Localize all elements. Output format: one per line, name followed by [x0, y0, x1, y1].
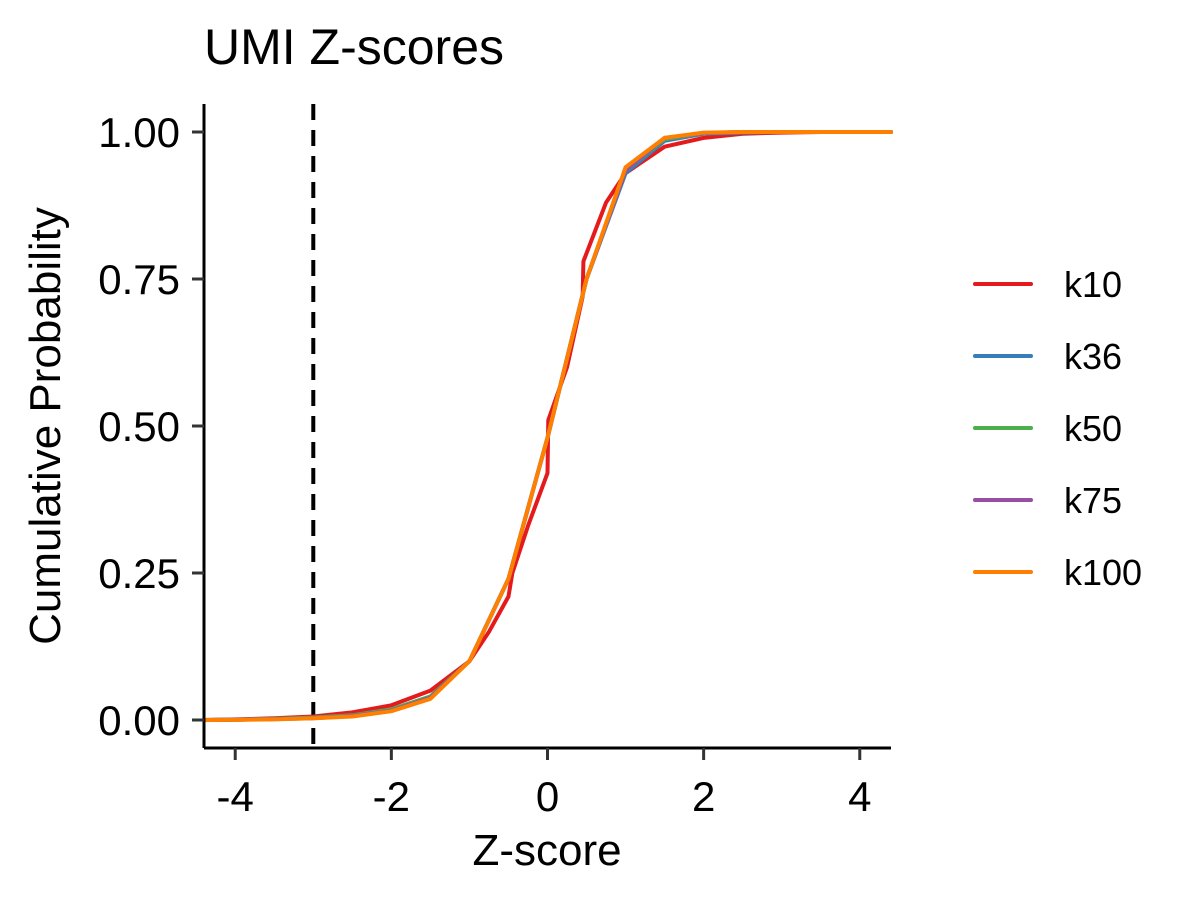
x-tick-label: -2 — [373, 773, 410, 820]
y-tick-label: 0.00 — [98, 697, 180, 744]
legend-label-k100: k100 — [1064, 552, 1142, 593]
y-axis-title: Cumulative Probability — [21, 207, 70, 645]
x-tick-label: 0 — [536, 773, 559, 820]
y-tick-label: 0.75 — [98, 256, 180, 303]
y-tick-label: 1.00 — [98, 109, 180, 156]
x-tick-label: -4 — [217, 773, 254, 820]
series-line-k10 — [202, 130, 893, 722]
chart-title: UMI Z-scores — [204, 19, 504, 75]
x-tick-label: 2 — [692, 773, 715, 820]
x-tick-label: 4 — [848, 773, 871, 820]
legend: k10 k36 k50 k75 k100 — [973, 264, 1142, 593]
legend-label-k75: k75 — [1064, 480, 1122, 521]
y-tick-label: 0.25 — [98, 550, 180, 597]
legend-label-k10: k10 — [1064, 264, 1122, 305]
ticks: -4 -2 0 2 4 0.00 0.25 0.50 0.75 1.00 — [98, 109, 871, 820]
legend-label-k36: k36 — [1064, 336, 1122, 377]
plot-area — [202, 104, 893, 748]
x-axis-title: Z-score — [472, 826, 621, 875]
legend-label-k50: k50 — [1064, 408, 1122, 449]
series-line-k100 — [202, 130, 893, 722]
y-tick-label: 0.50 — [98, 403, 180, 450]
